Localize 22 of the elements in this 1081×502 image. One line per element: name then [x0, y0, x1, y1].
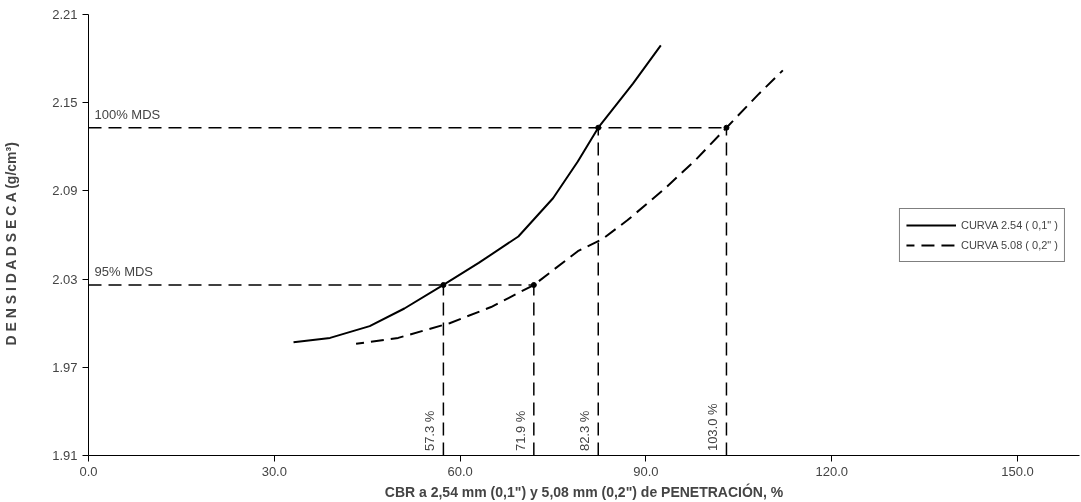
x-tick-label: 90.0 — [633, 463, 659, 479]
x-axis-title: CBR a 2,54 mm (0,1") y 5,08 mm (0,2") de PENETRACIÓN, % — [384, 482, 784, 500]
ref-line-label: 57.3 % — [422, 410, 438, 452]
y-tick-label: 2.21 — [52, 7, 78, 22]
y-tick-label: 2.15 — [52, 95, 78, 111]
ref-line-label: 103.0 % — [705, 402, 721, 452]
y-tick-label: 1.97 — [52, 359, 78, 375]
ref-line-label: 100% MDS — [94, 106, 161, 122]
ref-line-label: 71.9 % — [512, 410, 528, 452]
y-tick-label: 2.09 — [52, 183, 78, 199]
legend-label: CURVA 2.54 ( 0,1" ) — [960, 218, 1058, 231]
y-tick-label: 1.91 — [52, 448, 78, 463]
x-tick-label: 30.0 — [261, 463, 287, 479]
x-tick-label: 60.0 — [447, 463, 473, 479]
x-tick-label: 120.0 — [815, 463, 849, 479]
x-tick-label: 150.0 — [1001, 463, 1034, 479]
y-tick-label: 2.03 — [52, 271, 78, 287]
legend-label: CURVA 5.08 ( 0,2" ) — [960, 238, 1058, 251]
y-axis-title: D E N S I D A D S E C A (g/cm³) — [3, 142, 20, 346]
ref-line-label: 82.3 % — [577, 410, 593, 452]
x-tick-label: 0.0 — [79, 463, 98, 479]
ref-line-label: 95% MDS — [94, 263, 154, 279]
